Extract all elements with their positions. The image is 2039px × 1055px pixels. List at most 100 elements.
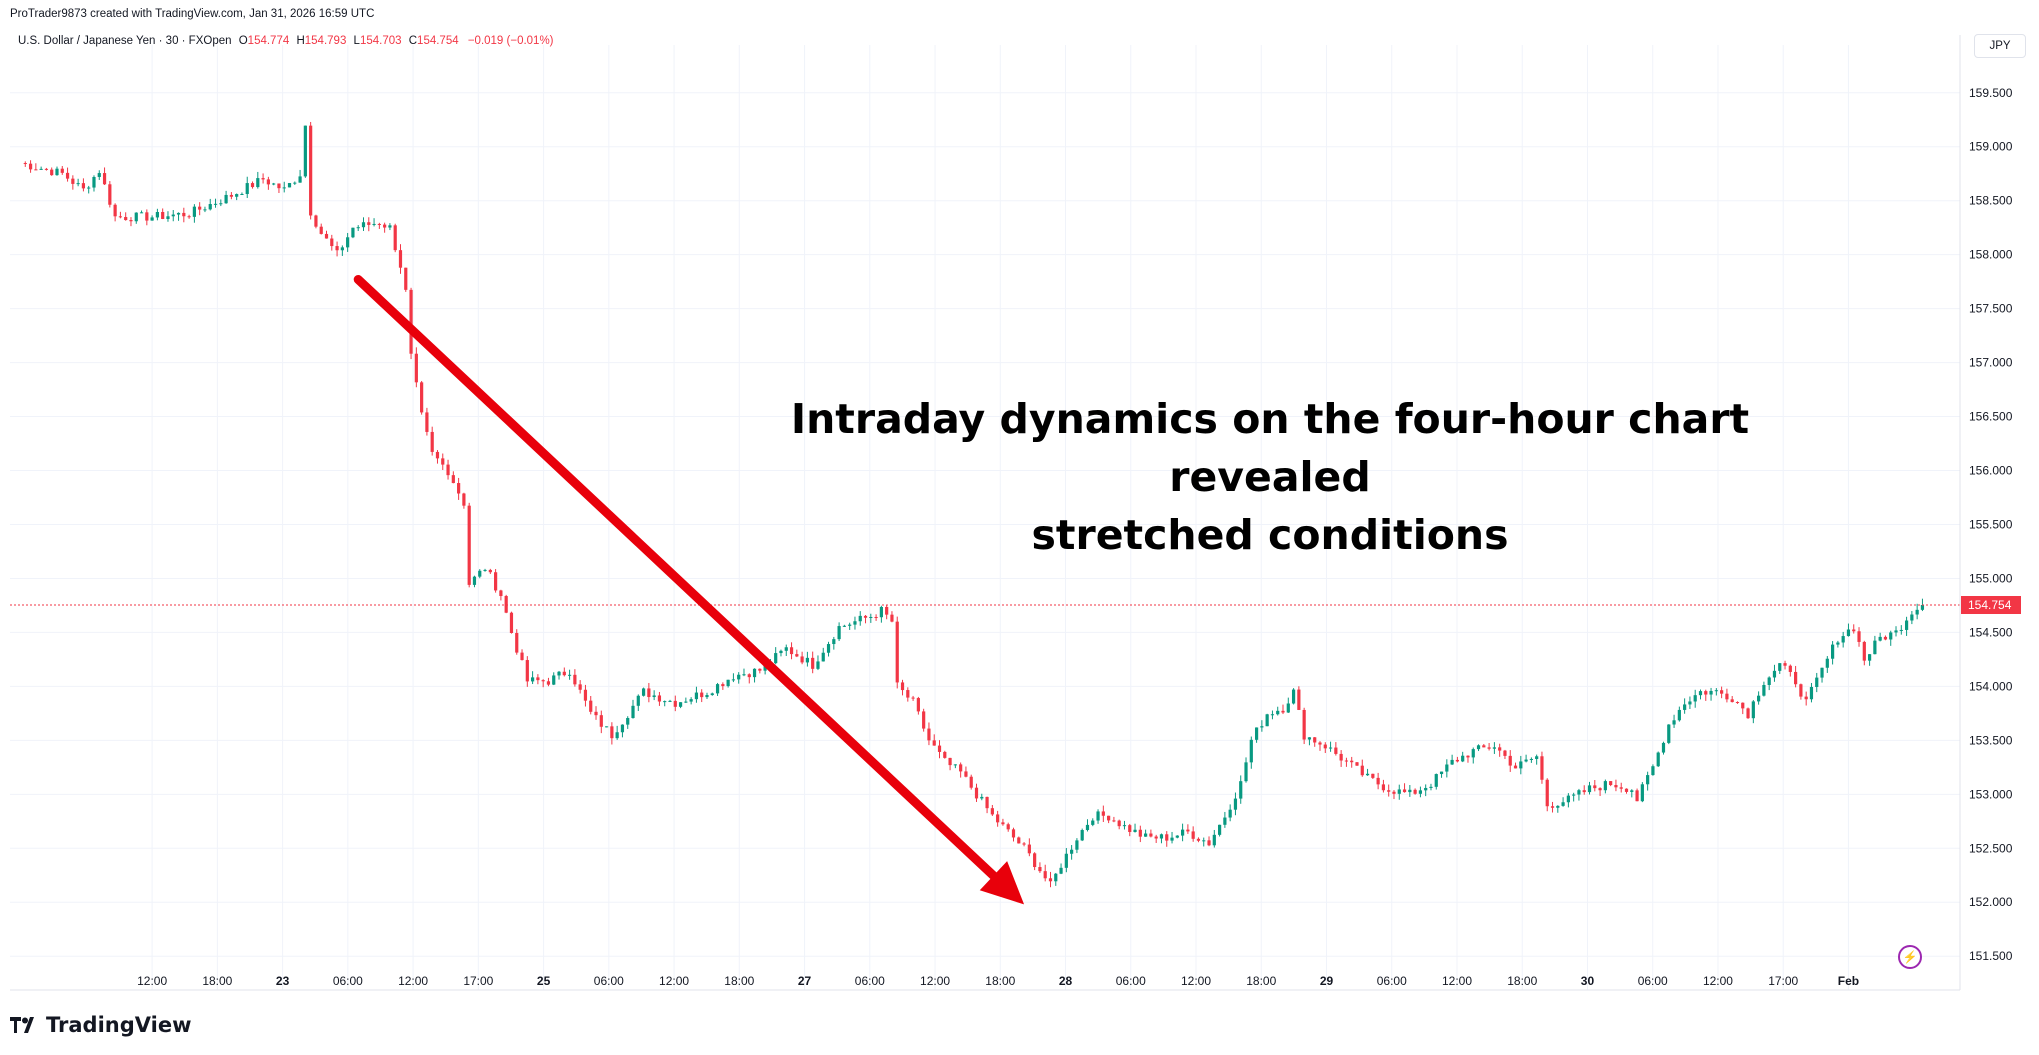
candle-body bbox=[948, 757, 952, 766]
candle-body bbox=[747, 674, 751, 678]
candle-body bbox=[1476, 745, 1481, 750]
x-tick-label: 23 bbox=[276, 974, 290, 988]
candle-body bbox=[1054, 873, 1058, 882]
candle-body bbox=[1001, 822, 1005, 825]
candle-body bbox=[1894, 630, 1898, 633]
trend-arrow bbox=[353, 274, 1025, 905]
open-value: 154.774 bbox=[247, 35, 290, 47]
candle-body bbox=[1006, 824, 1010, 830]
candle-body bbox=[567, 674, 572, 676]
candle-body bbox=[515, 632, 519, 653]
lightning-icon[interactable]: ⚡ bbox=[1898, 945, 1922, 969]
close-label: C bbox=[408, 35, 418, 47]
x-tick-label: 17:00 bbox=[463, 974, 493, 988]
candle-body bbox=[1313, 737, 1317, 743]
candle-body bbox=[1181, 829, 1185, 836]
candle-body bbox=[758, 668, 762, 671]
candle-body bbox=[1212, 834, 1216, 846]
price-chart[interactable]: 159.500 159.000 158.500 158.000 157.500 157.0… bbox=[0, 0, 2039, 1000]
candle-body bbox=[1170, 837, 1174, 841]
candle-body bbox=[531, 677, 535, 682]
candle-body bbox=[1149, 833, 1153, 837]
candle-body bbox=[1825, 658, 1829, 668]
candle-body bbox=[483, 569, 487, 571]
candle-body bbox=[1688, 701, 1692, 705]
candle-body bbox=[23, 163, 27, 165]
candle-body bbox=[1587, 785, 1592, 793]
candle-body bbox=[795, 654, 799, 657]
candle-body bbox=[1450, 759, 1454, 765]
candle-body bbox=[171, 214, 175, 217]
candle-body bbox=[277, 183, 281, 189]
candle-body bbox=[65, 172, 70, 179]
candle-body bbox=[1070, 849, 1074, 854]
candle-body bbox=[726, 679, 730, 687]
candle-body bbox=[1846, 629, 1851, 637]
low-value: 154.703 bbox=[359, 35, 402, 47]
candle-body bbox=[1154, 836, 1158, 839]
candle-body bbox=[324, 233, 329, 239]
candle-body bbox=[176, 212, 181, 215]
candle-body bbox=[1223, 817, 1227, 825]
candle-body bbox=[1498, 747, 1502, 751]
candle-body bbox=[28, 163, 33, 170]
candle-body bbox=[187, 216, 191, 218]
candle-body bbox=[1693, 695, 1697, 702]
candle-body bbox=[604, 726, 609, 728]
candle-body bbox=[92, 176, 96, 188]
candle-body bbox=[1656, 752, 1660, 767]
candle-body bbox=[879, 606, 883, 618]
candle-body bbox=[731, 679, 736, 681]
y-tick-label: 154.500 bbox=[1969, 625, 2013, 639]
currency-badge[interactable]: JPY bbox=[1974, 34, 2026, 58]
candle-body bbox=[1392, 791, 1396, 794]
candle-body bbox=[1667, 724, 1671, 743]
candle-body bbox=[457, 483, 461, 494]
candle-body bbox=[139, 212, 144, 214]
candle-body bbox=[578, 684, 582, 690]
candle-body bbox=[1276, 710, 1280, 715]
candle-body bbox=[298, 176, 302, 183]
x-tick-label: 30 bbox=[1581, 974, 1595, 988]
candle-body bbox=[1033, 853, 1037, 868]
candle-body bbox=[853, 621, 857, 625]
candle-body bbox=[1048, 878, 1053, 882]
candle-body bbox=[594, 711, 598, 716]
candle-body bbox=[996, 814, 1000, 823]
candle-body bbox=[494, 572, 498, 591]
symbol-name[interactable]: U.S. Dollar / Japanese Yen · 30 · FXOpen bbox=[18, 35, 232, 47]
candle-body bbox=[1513, 765, 1518, 769]
x-tick-label: 06:00 bbox=[333, 974, 363, 988]
x-tick-label: 18:00 bbox=[202, 974, 232, 988]
candle-body bbox=[974, 787, 979, 799]
candle-body bbox=[678, 702, 683, 707]
candle-body bbox=[1704, 691, 1708, 695]
candle-body bbox=[1635, 790, 1639, 802]
candle-body bbox=[858, 615, 862, 622]
candle-body bbox=[1334, 747, 1338, 754]
close-value: 154.754 bbox=[417, 35, 459, 47]
candle-body bbox=[1091, 820, 1095, 825]
candle-body bbox=[784, 647, 788, 651]
candle-body bbox=[1260, 726, 1264, 728]
candle-body bbox=[1133, 829, 1137, 832]
candle-body bbox=[1429, 786, 1433, 788]
candle-body bbox=[1128, 825, 1132, 832]
candle-body bbox=[1355, 762, 1359, 766]
y-tick-label: 156.000 bbox=[1969, 464, 2013, 478]
last-price-label: 154.754 bbox=[1968, 598, 2012, 612]
candle-body bbox=[287, 183, 292, 188]
candle-body bbox=[673, 700, 677, 707]
arrow-shaft bbox=[353, 274, 1004, 886]
candle-body bbox=[113, 204, 117, 217]
candle-body bbox=[34, 169, 38, 171]
candle-body bbox=[1302, 709, 1306, 740]
candle-body bbox=[1291, 689, 1296, 704]
candle-body bbox=[192, 206, 196, 217]
candle-body bbox=[367, 222, 371, 225]
candle-body bbox=[1577, 790, 1581, 795]
candle-body bbox=[1339, 753, 1343, 761]
candle-body bbox=[1508, 755, 1512, 766]
candle-body bbox=[467, 505, 471, 585]
x-tick-label: 18:00 bbox=[1507, 974, 1537, 988]
